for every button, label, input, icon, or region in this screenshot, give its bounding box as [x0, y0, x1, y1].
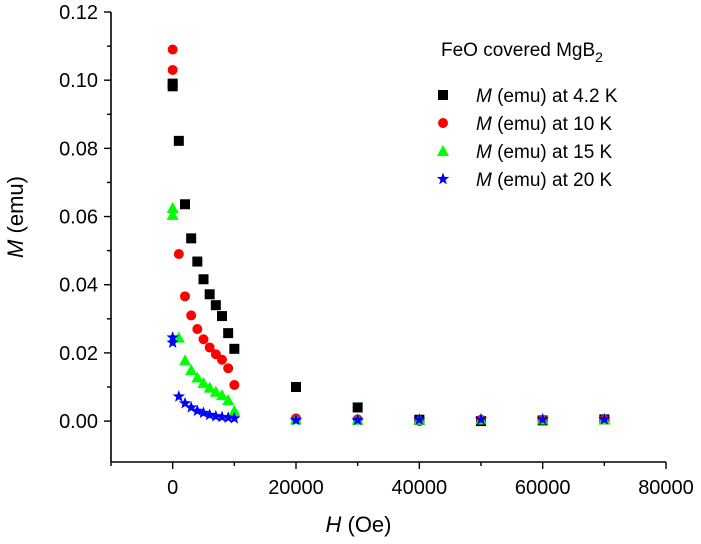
data-point — [351, 413, 364, 426]
data-point — [167, 64, 178, 75]
data-point — [216, 389, 228, 401]
data-point — [209, 409, 223, 422]
data-point — [178, 396, 192, 409]
y-tick-label: 0.06 — [59, 207, 98, 229]
legend-label: M (emu) at 15 K — [476, 142, 613, 163]
y-tick-label: 0.12 — [59, 2, 98, 24]
data-point — [352, 402, 363, 413]
data-point — [197, 406, 210, 419]
y-axis-title: M (emu) — [3, 176, 28, 258]
legend: FeO covered MgB2 M (emu) at 4.2 K M (emu) … — [436, 40, 618, 191]
data-point — [198, 274, 209, 285]
legend-marker — [436, 172, 450, 185]
legend-label: M (emu) at 10 K — [476, 114, 613, 135]
data-point — [221, 411, 235, 423]
data-point — [223, 363, 234, 374]
x-tick-label: 0 — [167, 477, 178, 499]
series-15-k — [166, 202, 611, 425]
data-points — [166, 44, 611, 427]
data-point — [210, 300, 221, 311]
data-point — [228, 404, 241, 416]
x-tick-label: 80000 — [638, 477, 694, 499]
x-tick-label: 40000 — [392, 477, 448, 499]
series-20-k — [166, 331, 611, 426]
data-point — [166, 208, 179, 220]
legend-marker — [437, 145, 449, 156]
y-tick-label: 0.02 — [59, 343, 98, 365]
data-point — [192, 256, 203, 267]
data-point — [413, 413, 426, 425]
data-point — [172, 331, 185, 343]
data-point — [166, 202, 179, 214]
data-point — [598, 412, 611, 425]
data-point — [167, 81, 178, 92]
data-point — [228, 411, 241, 424]
data-point — [223, 328, 234, 339]
data-point — [217, 311, 227, 322]
data-point — [184, 400, 198, 413]
y-tick-label: 0.10 — [59, 70, 98, 92]
y-tick-label: 0.08 — [59, 138, 98, 160]
data-point — [204, 342, 215, 353]
legend-marker — [438, 118, 448, 128]
data-point — [185, 363, 198, 375]
legend-item: M (emu) at 10 K — [438, 114, 613, 135]
data-point — [186, 233, 197, 244]
data-point — [474, 412, 488, 425]
data-point — [186, 310, 197, 321]
data-point — [203, 381, 216, 393]
data-point — [217, 354, 227, 365]
data-point — [203, 408, 216, 421]
data-point — [198, 334, 209, 345]
legend-item: M (emu) at 4.2 K — [438, 86, 618, 107]
data-point — [192, 324, 203, 335]
data-point — [197, 376, 210, 388]
legend-item: M (emu) at 20 K — [436, 170, 613, 191]
data-point — [180, 291, 190, 302]
data-point — [229, 343, 240, 354]
legend-item: M (emu) at 15 K — [437, 142, 613, 163]
x-tick-label: 20000 — [268, 477, 324, 499]
data-point — [215, 410, 229, 423]
data-point — [191, 371, 204, 383]
data-point — [229, 379, 240, 390]
legend-title: FeO covered MgB2 — [441, 40, 603, 65]
data-point — [222, 393, 235, 405]
x-tick-label: 60000 — [515, 477, 571, 499]
data-point — [166, 336, 179, 348]
axes: 0 20000 40000 60000 80000 0.00 0.02 0.04 0.06 0.0… — [3, 2, 694, 537]
data-point — [172, 390, 186, 402]
data-point — [173, 249, 184, 260]
x-axis-title: H (Oe) — [325, 512, 391, 537]
data-point — [204, 289, 215, 300]
data-point — [167, 44, 178, 55]
y-tick-label: 0.04 — [59, 275, 98, 297]
y-tick-label: 0.00 — [59, 411, 98, 433]
data-point — [289, 413, 303, 426]
data-point — [180, 199, 190, 210]
legend-label: M (emu) at 4.2 K — [476, 86, 618, 107]
data-point — [291, 382, 301, 392]
data-point — [179, 354, 191, 366]
data-point — [536, 412, 549, 425]
data-point — [173, 135, 184, 146]
legend-marker — [438, 90, 448, 100]
data-point — [191, 404, 204, 417]
legend-label: M (emu) at 20 K — [476, 170, 613, 191]
data-point — [209, 385, 222, 397]
